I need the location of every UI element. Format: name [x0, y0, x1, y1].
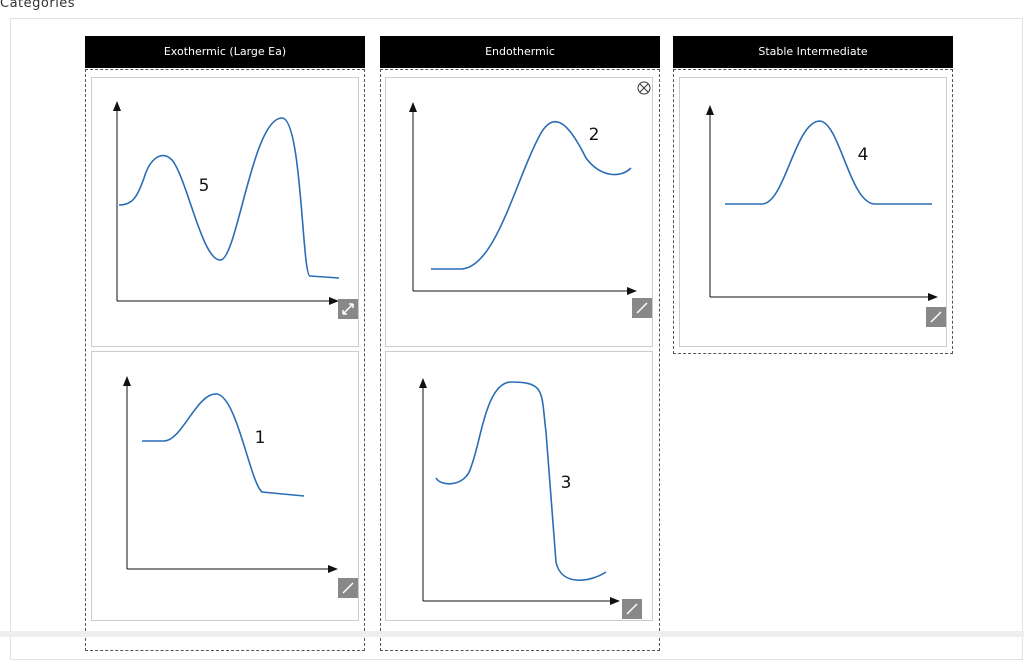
energy-diagram: 1 [123, 376, 358, 598]
card[interactable]: 3 [385, 351, 653, 621]
category-header: Endothermic [380, 36, 660, 68]
energy-diagram: 5 [113, 101, 358, 319]
card-label: 4 [858, 145, 869, 165]
energy-diagram: 2 [409, 81, 652, 318]
card-label: 3 [561, 473, 572, 493]
category-header: Stable Intermediate [673, 36, 953, 68]
card-label: 1 [255, 428, 266, 448]
card[interactable]: 2 [385, 77, 653, 347]
card-label: 2 [589, 125, 600, 145]
energy-diagram: 3 [419, 378, 642, 619]
card[interactable]: 5 [91, 77, 359, 347]
category-header: Exothermic (Large Ea) [85, 36, 365, 68]
drop-zone[interactable] [673, 69, 953, 354]
footer-bar [0, 631, 1024, 637]
card-label: 5 [199, 176, 210, 196]
card[interactable]: 4 [679, 77, 947, 347]
section-title: Categories [0, 0, 76, 11]
card[interactable]: 1 [91, 351, 359, 621]
energy-diagram: 4 [706, 105, 946, 327]
